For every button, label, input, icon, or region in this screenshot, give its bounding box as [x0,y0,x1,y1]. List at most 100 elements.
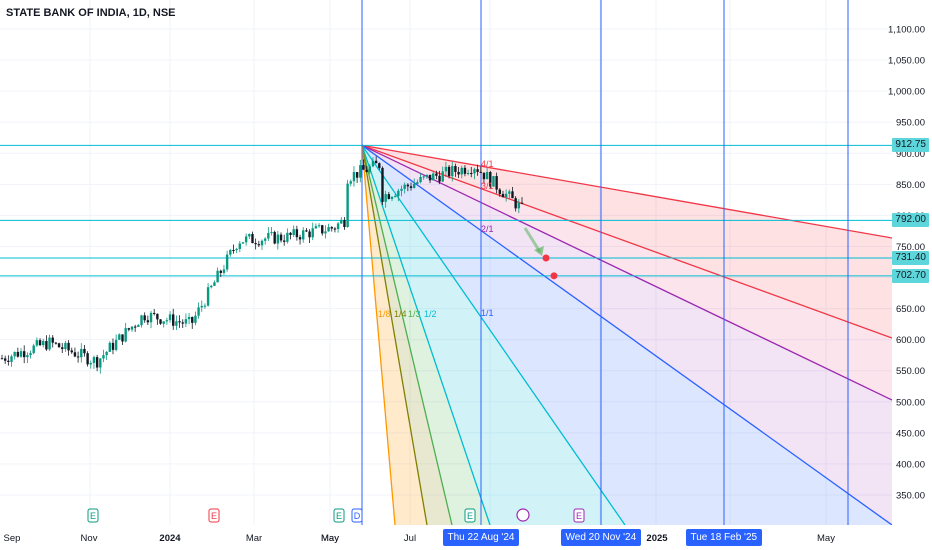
candle-body [454,166,457,172]
candle-body [387,194,391,199]
fan-line [361,145,491,526]
candle-body [333,228,337,230]
price-level-tag[interactable]: 912.75 [892,138,929,153]
candle-body [279,234,283,241]
candle-body [114,339,118,350]
candle-body [470,173,473,175]
candle-body [476,169,479,172]
candle-body [473,169,476,174]
event-marker-box [333,508,345,523]
candle-body [460,167,463,175]
candle-body [22,351,26,358]
candle-body [403,184,406,189]
candle-body [175,321,178,326]
candle-body [248,234,251,237]
candle-body [19,351,23,357]
candle-body [83,348,86,354]
fan-line [361,144,893,339]
candle-body [219,270,222,273]
candle-body [393,196,397,198]
candle-body [51,337,54,343]
candle-body [444,166,448,172]
candle-body [517,202,521,209]
candle-body [340,220,343,224]
candle-body [362,165,365,170]
candle-body [7,360,10,362]
fan-line [361,144,893,239]
candle-body [121,334,124,342]
candle-body [172,314,175,326]
candle-body [286,232,289,242]
fan-ratio-label: 2/1 [481,224,494,234]
candle-body [330,227,333,229]
candle-body [111,342,115,350]
date-marker-tag[interactable]: Wed 20 Nov '24 [560,529,642,546]
candle-body [384,194,387,202]
candle-body [105,351,108,356]
fan-ratio-label: 1/2 [424,309,437,319]
candle-body [381,167,384,202]
price-tick-label: 850.00 [896,180,925,191]
candle-body [406,184,410,187]
price-tick-label: 1,100.00 [888,25,925,36]
projection-markers [523,227,558,280]
gann-fan-lines [361,144,893,526]
candle-body [495,176,498,190]
candle-body [67,342,70,351]
candle-body [305,230,308,232]
candle-body [374,160,378,164]
candle-body [149,312,153,323]
time-tick-label: 2025 [646,533,668,544]
fan-line [361,144,893,526]
candle-body [400,188,403,191]
fan-ratio-label: 1/1 [481,308,494,318]
candle-body [311,228,314,238]
candle-body [137,325,140,327]
event-marker-label: D [354,511,361,521]
candle-body [54,342,58,344]
candle-body [457,171,460,175]
candle-body [324,231,327,234]
candle-body [159,319,162,324]
date-marker-tag[interactable]: Tue 18 Feb '25 [685,529,763,546]
candle-body [108,342,112,352]
candle-body [435,173,438,176]
candle-body [504,193,508,198]
projection-arrow [523,227,542,253]
candle-body [118,334,121,340]
candle-body [451,166,454,177]
candle-body [397,190,400,197]
candle-body [482,172,486,180]
date-marker-tag[interactable]: Thu 22 Aug '24 [442,529,520,546]
candle-body [162,321,165,324]
target-dot [550,272,558,280]
event-marker-box [351,508,363,523]
candle-body [267,232,270,239]
candle-body [359,165,362,178]
candle-body [26,355,29,358]
fan-ratio-label: 1/4 [394,309,407,319]
event-marker-box [87,508,99,523]
candle-body [241,242,245,244]
time-tick-label: May [817,533,835,544]
candle-body [321,225,324,234]
candle-body [127,328,131,330]
price-tick-label: 400.00 [896,459,925,470]
event-marker-label: E [211,511,217,521]
price-level-tag[interactable]: 792.00 [892,213,929,228]
candle-body [346,183,349,228]
candle-body [191,316,194,323]
price-level-tag[interactable]: 731.40 [892,250,929,265]
candle-body [371,160,375,167]
candle-body [35,340,39,346]
candlestick-series [0,156,524,374]
event-marker-label: E [576,511,582,521]
candle-body [511,191,514,199]
candle-body [130,326,134,330]
price-level-tag[interactable]: 702.70 [892,268,929,283]
candle-body [86,353,89,365]
candle-body [0,358,4,360]
candle-body [514,198,517,209]
